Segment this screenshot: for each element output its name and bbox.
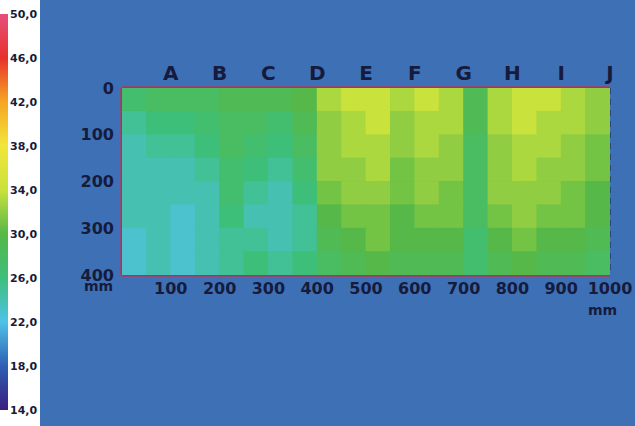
svg-text:46,0: 46,0: [10, 52, 37, 65]
svg-text:900: 900: [544, 279, 577, 298]
svg-text:800: 800: [496, 279, 529, 298]
svg-text:42,0: 42,0: [10, 96, 37, 109]
svg-text:100: 100: [81, 125, 114, 144]
svg-text:I: I: [557, 61, 564, 85]
svg-text:E: E: [359, 61, 373, 85]
svg-text:700: 700: [447, 279, 480, 298]
svg-text:34,0: 34,0: [10, 184, 37, 197]
svg-text:50,0: 50,0: [10, 8, 37, 21]
svg-text:14,0: 14,0: [10, 404, 37, 417]
svg-text:300: 300: [252, 279, 285, 298]
svg-text:200: 200: [203, 279, 236, 298]
svg-text:500: 500: [349, 279, 382, 298]
svg-text:18,0: 18,0: [10, 360, 37, 373]
svg-text:D: D: [309, 61, 326, 85]
svg-text:30,0: 30,0: [10, 228, 37, 241]
svg-text:B: B: [212, 61, 227, 85]
svg-text:400: 400: [300, 279, 333, 298]
svg-text:H: H: [504, 61, 521, 85]
svg-text:38,0: 38,0: [10, 140, 37, 153]
svg-text:0: 0: [103, 79, 114, 98]
svg-text:600: 600: [398, 279, 431, 298]
svg-text:J: J: [604, 61, 613, 85]
svg-text:F: F: [408, 61, 422, 85]
svg-text:1000: 1000: [588, 279, 633, 298]
svg-text:A: A: [163, 61, 179, 85]
svg-text:26,0: 26,0: [10, 272, 37, 285]
svg-text:G: G: [455, 61, 471, 85]
svg-text:C: C: [261, 61, 276, 85]
svg-text:200: 200: [81, 172, 114, 191]
svg-text:22,0: 22,0: [10, 316, 37, 329]
svg-text:100: 100: [154, 279, 187, 298]
svg-text:300: 300: [81, 219, 114, 238]
